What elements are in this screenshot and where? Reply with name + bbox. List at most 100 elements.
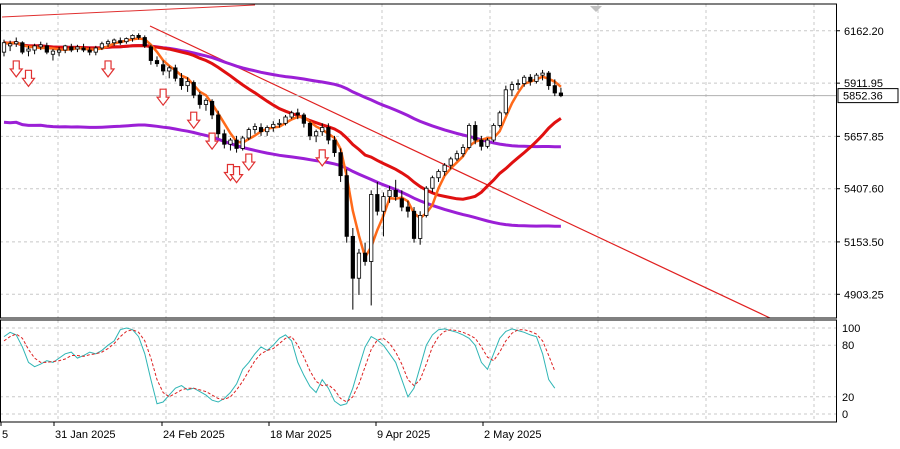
candle-body (228, 139, 233, 145)
moving-averages (3, 37, 562, 261)
candle-body (399, 198, 404, 208)
candle-body (362, 252, 368, 262)
candle-body (185, 81, 190, 87)
candle-body (167, 67, 172, 72)
candle-body (179, 77, 184, 87)
candle-body (479, 139, 484, 147)
sell-arrow-icon (241, 153, 256, 172)
candle-body (44, 45, 49, 53)
candle-body (485, 139, 490, 147)
candle-body (216, 114, 221, 135)
candle-body (448, 158, 453, 166)
candle-body (552, 85, 557, 94)
sell-arrow-icon (229, 166, 244, 184)
current-price-label: 5852.36 (843, 91, 883, 103)
candle-body (142, 37, 147, 47)
candle-body (50, 50, 56, 55)
candle-body (81, 47, 86, 51)
candle-body (154, 60, 160, 65)
candle-body (265, 127, 270, 133)
medium-ma-line (3, 41, 561, 149)
period-separator-marker (590, 6, 602, 12)
sell-arrow-icon (155, 88, 171, 107)
candle-body (497, 112, 502, 126)
oscillator-tick-label: 80 (842, 340, 854, 352)
candle-body (418, 215, 423, 239)
candle-body (411, 210, 417, 239)
sell-arrow-icon (21, 69, 36, 88)
price-tick-label: 5153.50 (844, 237, 884, 249)
candle-body (99, 43, 105, 49)
current-price-badge (837, 88, 899, 104)
date-label: 5 (2, 429, 8, 441)
candles (1, 33, 564, 310)
fast-ma-line (3, 37, 562, 261)
date-label: 9 Apr 2025 (377, 429, 430, 441)
price-tick-label: 4903.25 (844, 289, 884, 301)
date-label: 31 Jan 2025 (55, 429, 116, 441)
sell-arrows (9, 60, 330, 184)
candle-body (258, 127, 264, 133)
candle-body (112, 39, 117, 44)
candle-body (87, 49, 92, 53)
candle-body (161, 64, 166, 72)
candle-body (369, 194, 374, 262)
candle-body (332, 139, 337, 154)
candle-body (148, 46, 153, 61)
sell-arrow-icon (9, 60, 24, 78)
candle-body (356, 252, 362, 279)
date-label: 24 Feb 2025 (163, 429, 225, 441)
candle-body (528, 76, 533, 82)
candle-body (381, 196, 386, 212)
candle-body (509, 84, 515, 91)
stochastic-main-line (3, 327, 556, 406)
candle-body (442, 164, 447, 172)
candle-body (173, 67, 178, 79)
candle-body (240, 137, 245, 149)
sell-arrow-icon (100, 60, 116, 78)
candle-body (301, 114, 306, 124)
trend-line (1, 4, 256, 18)
candle-body (534, 74, 539, 82)
candle-body (234, 139, 239, 149)
candle-body (515, 83, 521, 85)
candle-body (295, 112, 300, 116)
candle-body (191, 82, 196, 96)
candle-body (14, 41, 19, 45)
price-tick-label: 5407.60 (844, 184, 884, 196)
red-ma-line (3, 41, 562, 201)
chart-frames (0, 3, 837, 423)
candle-body (271, 123, 276, 128)
candle-body (320, 127, 325, 133)
candle-body (252, 126, 258, 130)
candle-body (118, 40, 123, 44)
candle-body (38, 44, 43, 48)
date-label: 18 Mar 2025 (270, 429, 332, 441)
trend-lines (0, 4, 836, 319)
candle-body (136, 35, 141, 38)
candle-body (467, 125, 472, 148)
candle-body (405, 206, 411, 212)
candle-body (8, 43, 13, 47)
candle-body (32, 45, 37, 51)
oscillator-tick-label: 20 (842, 392, 854, 404)
stochastic-lines (3, 327, 556, 406)
oscillator-tick-label: 100 (842, 323, 860, 335)
candle-body (546, 72, 551, 87)
candle-body (124, 38, 129, 43)
candle-body (56, 49, 62, 53)
candle-body (209, 100, 215, 116)
candle-body (277, 122, 282, 125)
candle-body (203, 99, 209, 105)
price-tick-label: 5657.85 (844, 131, 884, 143)
candle-body (344, 175, 349, 237)
candle-body (197, 94, 202, 105)
candle-body (460, 146, 466, 155)
candle-body (75, 46, 80, 50)
candle-body (283, 116, 288, 124)
oscillator-pane-frame (0, 319, 837, 423)
candle-body (93, 47, 98, 53)
candle-body (503, 89, 508, 114)
candle-body (540, 72, 545, 76)
